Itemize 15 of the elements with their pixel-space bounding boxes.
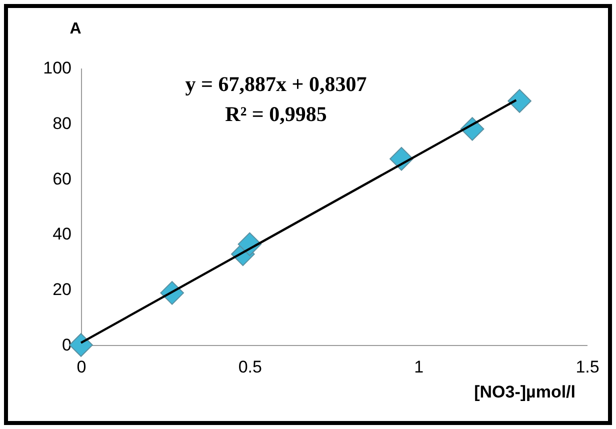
annotation: y = 67,887x + 0,8307 (185, 72, 367, 96)
x-axis-title: [NO3-]µmol/l (474, 382, 576, 402)
x-tick-label: 1 (414, 358, 424, 376)
x-tick-label: 1.5 (576, 358, 600, 376)
point (69, 333, 93, 357)
y-tick-label: 80 (52, 114, 72, 133)
y-axis-title: A (70, 20, 82, 38)
x-tick-label: 0 (76, 358, 86, 376)
y-tick-label: 20 (52, 280, 72, 300)
y-tick-label: 100 (43, 58, 72, 78)
x-tick-label: 0.5 (238, 358, 262, 376)
y-tick-label: 40 (52, 224, 72, 244)
point (508, 89, 532, 113)
y-tick-label: 60 (52, 169, 72, 188)
annotation: R² = 0,9985 (225, 102, 327, 126)
